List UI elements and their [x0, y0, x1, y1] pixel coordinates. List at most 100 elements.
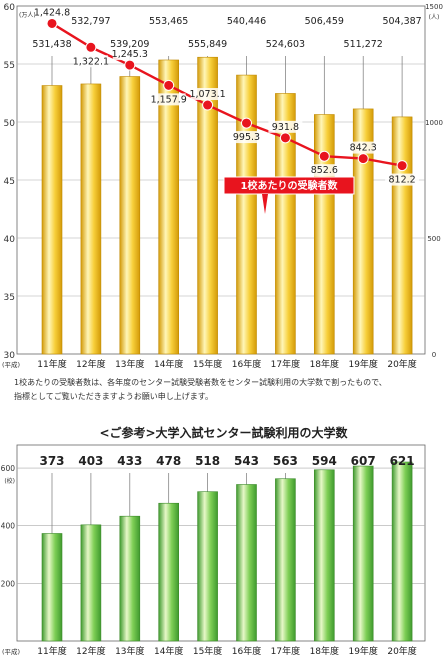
line-point	[396, 160, 408, 172]
line-point	[318, 150, 330, 162]
line-series	[51, 22, 403, 167]
x-tick-label: 15年度	[193, 645, 222, 657]
line-value-label: 1,322.1	[73, 56, 109, 67]
x-tick-label: 13年度	[115, 645, 144, 657]
line-point	[85, 41, 97, 53]
bar	[119, 515, 141, 642]
y-tick-label: 45	[4, 177, 15, 187]
y-tick-label: 60	[4, 3, 16, 13]
bar-value-label: 539,209	[110, 39, 149, 50]
bar-value-label: 478	[156, 454, 181, 468]
bar	[352, 108, 374, 355]
line-label-bg	[35, 6, 69, 19]
bar	[119, 76, 141, 355]
x-tick-label: 12年度	[76, 358, 105, 370]
x-tick-label: 15年度	[193, 358, 222, 370]
reference-chart-title: <ご参考>大学入試センター試験利用の大学数	[99, 426, 348, 440]
line-label-bg	[346, 141, 381, 154]
x-tick-label: 14年度	[154, 358, 183, 370]
line-label-bg	[307, 164, 342, 177]
y2-tick-label: 1500	[425, 3, 443, 11]
bar-value-label: 504,387	[382, 16, 421, 27]
footnote: 1校あたりの受験者数は、各年度のセンター試験受験者数をセンター試験利用の大学数で…	[14, 376, 434, 404]
x-prefix: (平成)	[2, 647, 20, 656]
chart-applicants: 30 35 40 45 50 55 60(万人) 0 500 1000 1500 (人) 531,438…	[2, 3, 443, 370]
bar	[313, 469, 335, 642]
x-tick-label: 13年度	[115, 358, 144, 370]
line-label-bg	[385, 173, 420, 186]
series-callout: 1校あたりの受験者数	[223, 176, 355, 214]
callout-pointer	[262, 194, 268, 214]
line-point	[46, 17, 58, 29]
x-tick-label: 16年度	[232, 645, 261, 657]
y-tick-label: 50	[4, 119, 16, 129]
y-tick-label: 200	[1, 579, 16, 588]
line-point	[357, 153, 369, 165]
y2-tick-label: 1000	[425, 119, 443, 127]
bar-value-label: 518	[195, 454, 220, 468]
line-point	[279, 132, 291, 144]
bar	[41, 533, 63, 642]
line-value-label: 1,157.9	[151, 94, 187, 105]
bar-value-label: 403	[78, 454, 103, 468]
footnote-line-1: 1校あたりの受験者数は、各年度のセンター試験受験者数をセンター試験利用の大学数で…	[14, 378, 387, 387]
line-value-label: 1,424.8	[34, 7, 70, 18]
bar	[391, 461, 413, 642]
line-value-label: 842.3	[350, 143, 377, 154]
y-axis-unit: (万人)	[19, 12, 36, 19]
bar-value-label: 555,849	[188, 39, 227, 50]
x-tick-label: 11年度	[37, 358, 66, 370]
bar-value-label: 621	[390, 454, 415, 468]
y-tick-label: 400	[1, 522, 16, 531]
x-tick-label: 20年度	[387, 358, 416, 370]
x-tick-label: 18年度	[310, 645, 339, 657]
line-point	[202, 99, 214, 111]
bar-value-label: 607	[351, 454, 376, 468]
y2-axis-unit: (人)	[429, 14, 440, 21]
y2-tick-label: 0	[432, 351, 436, 359]
line-value-label: 1,245.3	[112, 49, 148, 60]
y-axis-unit: (校)	[4, 477, 15, 485]
y-tick-label: 40	[4, 235, 16, 245]
line-label-bg	[73, 55, 108, 68]
line-value-label: 931.8	[272, 122, 299, 133]
line-label-bg	[112, 48, 147, 61]
y2-tick-label: 500	[427, 235, 440, 243]
bar	[80, 524, 102, 642]
bar	[236, 74, 257, 355]
x-tick-label: 18年度	[310, 358, 339, 370]
line-label-bg	[268, 120, 303, 133]
bar-value-label: 540,446	[227, 16, 266, 27]
line-value-label: 1,073.1	[189, 89, 225, 100]
bar-value-label: 553,465	[149, 16, 188, 27]
callout-box	[223, 176, 355, 195]
line-label-bg	[151, 93, 186, 106]
callout-text: 1校あたりの受験者数	[241, 179, 339, 192]
line-point	[241, 117, 252, 129]
bar-value-label: 532,797	[71, 16, 110, 27]
y-tick-label: 55	[4, 61, 15, 71]
line-point	[124, 59, 136, 71]
footnote-line-2: 指標としてご覧いただきますようお願い申し上げます。	[14, 392, 213, 401]
line-label-bg	[229, 131, 264, 144]
x-tick-label: 19年度	[348, 358, 377, 370]
bar	[158, 502, 179, 642]
bar-value-label: 506,459	[305, 16, 344, 27]
bar	[391, 116, 413, 355]
x-tick-label: 20年度	[387, 645, 416, 657]
bar	[352, 465, 374, 642]
bar-value-label: 594	[312, 454, 337, 468]
bar	[275, 478, 296, 642]
bar-value-label: 524,603	[266, 39, 305, 50]
bar-value-label: 373	[39, 454, 64, 468]
line-value-label: 812.2	[388, 175, 415, 186]
chart-universities: 200 400 600 (校) 373 11年度 403 12年度 433 13年度 478 14年度…	[1, 444, 426, 657]
line-label-bg	[190, 88, 225, 101]
bar	[158, 59, 179, 355]
bar	[80, 83, 102, 355]
bar-value-label: 433	[117, 454, 142, 468]
bar	[197, 491, 218, 642]
y-tick-label: 600	[1, 464, 16, 473]
bar-value-label: 543	[234, 454, 259, 468]
line-value-label: 995.3	[233, 132, 260, 143]
